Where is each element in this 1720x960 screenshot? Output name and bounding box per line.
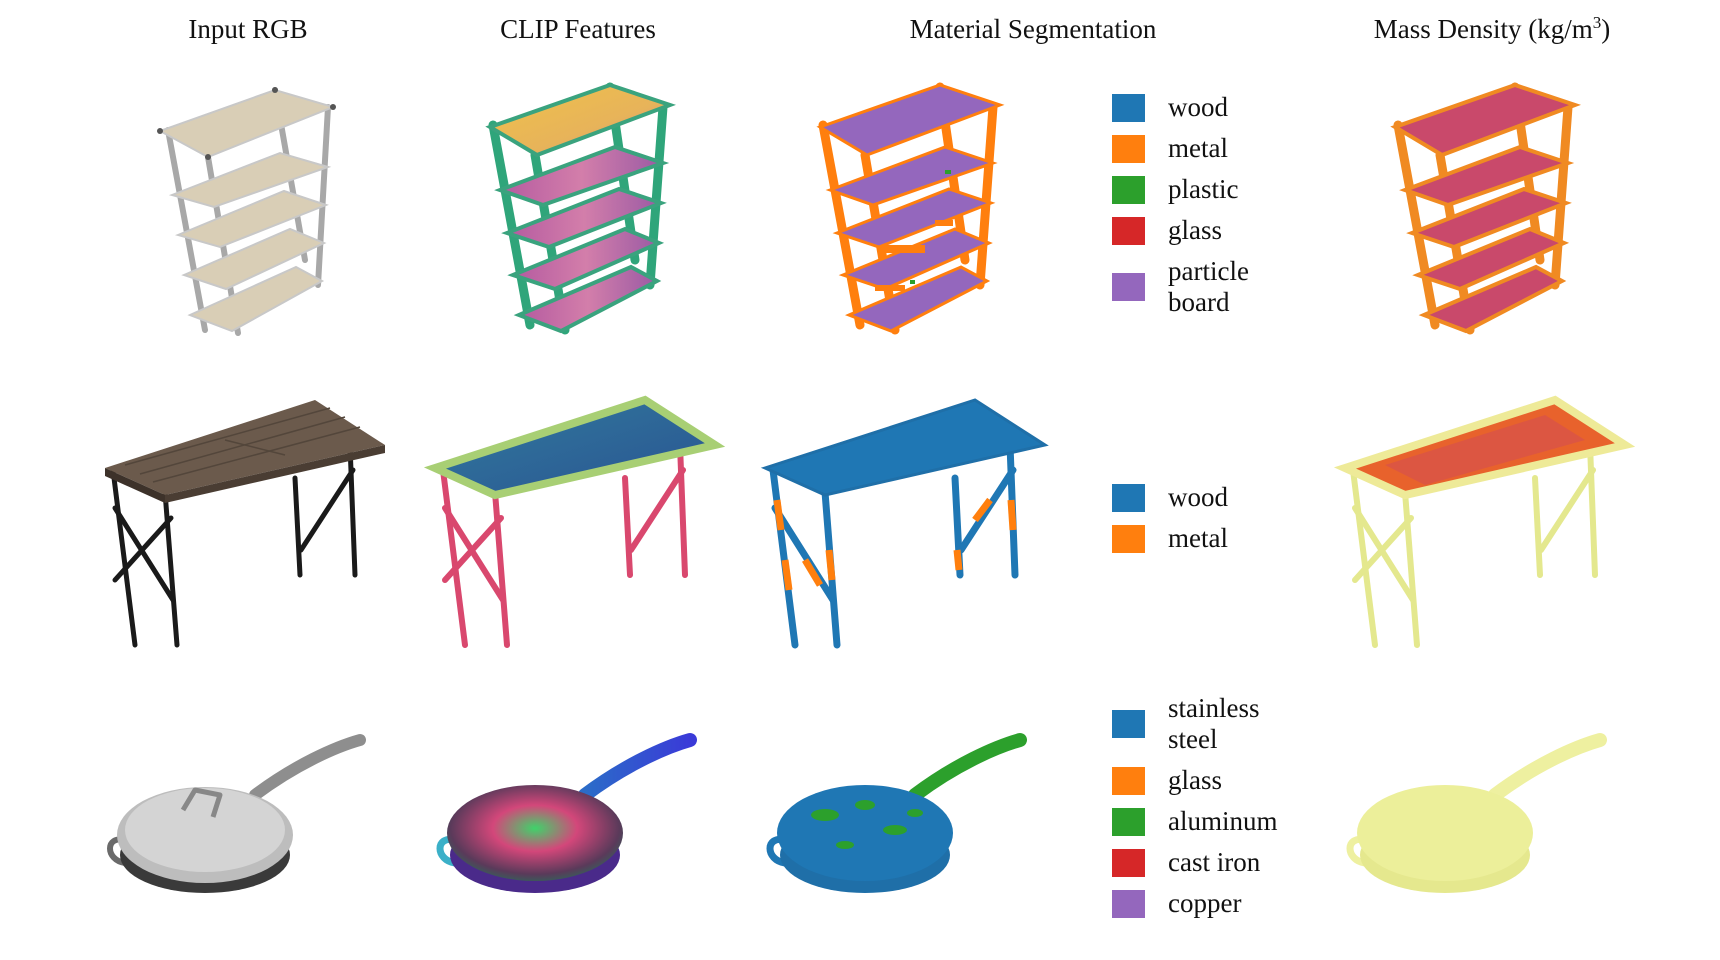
pan-mass-density bbox=[1345, 733, 1615, 895]
legend-swatch bbox=[1112, 483, 1145, 512]
legend-label: copper bbox=[1168, 888, 1242, 918]
shelf-mass-density bbox=[1390, 82, 1590, 345]
shelf-clip-features bbox=[485, 82, 685, 345]
legend-label: stainless steel bbox=[1168, 693, 1260, 754]
table-clip-features bbox=[423, 395, 726, 650]
legend-item: stainless steel bbox=[1112, 693, 1308, 755]
legend-item: glass bbox=[1112, 765, 1308, 796]
legend-item: cast iron bbox=[1112, 847, 1308, 878]
table-input-rgb bbox=[105, 400, 395, 650]
header-clip-features: CLIP Features bbox=[500, 14, 656, 44]
legend-label: particle board bbox=[1168, 256, 1249, 317]
header-material-segmentation: Material Segmentation bbox=[909, 14, 1157, 44]
legend-swatch bbox=[1112, 93, 1145, 122]
legend-label: wood bbox=[1168, 92, 1228, 122]
legend-label: glass bbox=[1168, 765, 1222, 795]
legend-label: plastic bbox=[1168, 174, 1239, 204]
legend-swatch bbox=[1112, 273, 1145, 301]
legend-shelf: wood metal plastic glass particle board bbox=[1112, 92, 1308, 328]
header-input-rgb: Input RGB bbox=[188, 14, 308, 44]
header-mass-density-close: ) bbox=[1601, 14, 1611, 44]
table-mass-density bbox=[1333, 395, 1636, 650]
legend-swatch bbox=[1112, 710, 1145, 738]
legend-pan: stainless steel glass aluminum cast iron… bbox=[1112, 693, 1308, 929]
header-mass-density-exponent: 3 bbox=[1592, 13, 1602, 32]
legend-label: glass bbox=[1168, 215, 1222, 245]
legend-item: wood bbox=[1112, 482, 1308, 513]
legend-label: metal bbox=[1168, 133, 1228, 163]
pan-material-segmentation bbox=[765, 733, 1035, 895]
table-material-segmentation bbox=[760, 398, 1055, 650]
legend-table: wood metal bbox=[1112, 482, 1308, 564]
legend-swatch bbox=[1112, 134, 1145, 163]
legend-item: copper bbox=[1112, 888, 1308, 919]
legend-item: metal bbox=[1112, 133, 1308, 164]
legend-label: metal bbox=[1168, 523, 1228, 553]
legend-item: aluminum bbox=[1112, 806, 1308, 837]
legend-swatch bbox=[1112, 766, 1145, 795]
legend-swatch bbox=[1112, 807, 1145, 836]
legend-item: particle board bbox=[1112, 256, 1308, 318]
shelf-material-segmentation bbox=[815, 82, 1015, 345]
pan-clip-features bbox=[435, 733, 705, 895]
legend-swatch bbox=[1112, 889, 1145, 918]
shelf-input-rgb bbox=[150, 85, 350, 345]
legend-swatch bbox=[1112, 216, 1145, 245]
legend-label: aluminum bbox=[1168, 806, 1278, 836]
header-mass-density: Mass Density (kg/m3) bbox=[1374, 14, 1611, 45]
legend-item: glass bbox=[1112, 215, 1308, 246]
legend-item: plastic bbox=[1112, 174, 1308, 205]
legend-swatch bbox=[1112, 524, 1145, 553]
pan-input-rgb bbox=[105, 734, 375, 895]
legend-swatch bbox=[1112, 175, 1145, 204]
header-mass-density-text: Mass Density (kg/m bbox=[1373, 14, 1593, 44]
legend-label: cast iron bbox=[1168, 847, 1261, 877]
legend-item: metal bbox=[1112, 523, 1308, 554]
legend-label: wood bbox=[1168, 482, 1228, 512]
legend-item: wood bbox=[1112, 92, 1308, 123]
legend-swatch bbox=[1112, 848, 1145, 877]
